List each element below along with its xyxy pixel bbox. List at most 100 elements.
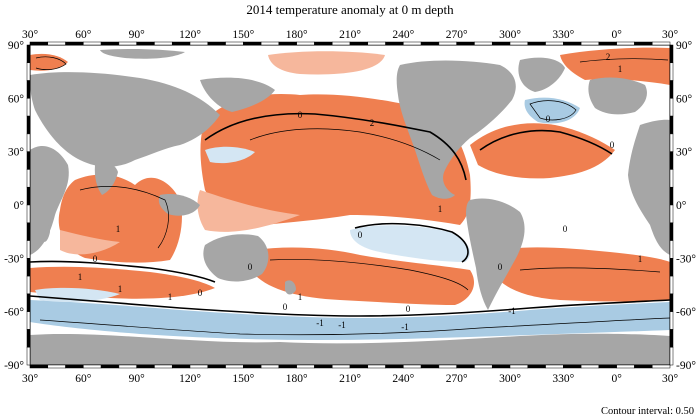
frame-bar-bottom (314, 364, 333, 369)
contour-minor (249, 128, 441, 161)
land-antarctica (30, 333, 670, 365)
frame-bar-right (669, 222, 674, 241)
lat-tick-label: -60° (4, 307, 24, 319)
land-europe (588, 77, 647, 115)
lon-tick-label: 0° (611, 29, 622, 41)
lon-tick-label: 240° (392, 29, 414, 41)
lon-tick-label: 180° (286, 29, 308, 41)
lat-tick-label: -30° (4, 253, 24, 265)
land-australia (203, 234, 269, 282)
frame-bar-bottom (65, 364, 84, 369)
contour-zero (30, 295, 670, 317)
contour-value-label: 2 (606, 52, 611, 62)
frame-bar-top (47, 41, 66, 46)
frame-bar-bottom (563, 364, 582, 369)
contour-value-label: 0 (610, 140, 615, 150)
contour-value-label: 0 (406, 304, 411, 314)
contour-zero (30, 260, 216, 283)
contour-value-label: 1 (168, 292, 173, 302)
lon-tick-label: 180° (286, 373, 308, 385)
frame-bar-bottom (616, 364, 635, 369)
lon-tick-label: 330° (552, 29, 574, 41)
frame-bar-bottom (509, 364, 529, 369)
frame-bar-bottom (47, 364, 66, 369)
frame-bar-top (296, 41, 315, 46)
cool-anomaly-tropical-pacific (205, 146, 255, 164)
lat-tick-label: -90° (676, 360, 696, 372)
land-eurasia (30, 72, 220, 167)
lat-tick-label: 0° (14, 200, 25, 212)
contour-value-label: 1 (638, 254, 643, 264)
contour-value-label: 0 (498, 262, 503, 272)
lon-tick-label: 30° (662, 29, 679, 41)
land-arctic-islands (100, 48, 185, 59)
contour-value-label: 1 (78, 272, 83, 282)
lon-tick-label: 120° (179, 29, 201, 41)
lon-tick-labels-top: 30° 60° 90° 120° 150° 180° 210° 240° 270° 300° 330… (22, 29, 679, 41)
frame-bar-left (26, 222, 31, 241)
frame-bar-left (26, 115, 31, 135)
frame-bar-top (545, 41, 564, 46)
frame-bar-bottom (598, 364, 617, 369)
lat-tick-label: 60° (676, 93, 693, 105)
frame-bar-top (456, 41, 475, 46)
contour-interval-note: Contour interval: 0.50 (601, 406, 694, 417)
frame-bar-top (580, 41, 600, 46)
frame-bar-bottom (367, 364, 386, 369)
frame-bar-right (669, 98, 674, 117)
contour-value-label: 0 (563, 224, 568, 234)
lon-tick-label: 30° (22, 29, 39, 41)
frame-bar-bottom (154, 364, 173, 369)
contour-minor (79, 186, 169, 249)
land-africa-east (628, 119, 670, 255)
lon-tick-label: 270° (446, 373, 468, 385)
frame-bar-top (474, 41, 493, 46)
frame-bar-bottom (580, 364, 600, 369)
contour-minor (519, 267, 661, 273)
lon-tick-label: 90° (129, 29, 146, 41)
frame-bar-top (527, 41, 546, 46)
frame-bar-right (669, 293, 674, 312)
frame-bar-top (651, 41, 671, 46)
frame-bar-left (26, 44, 31, 64)
lat-tick-labels-right: 90° 60° 30° 0° -30° -60° -90° (676, 40, 696, 372)
frame-bar-right (669, 169, 674, 188)
lat-tick-label: -60° (676, 307, 696, 319)
contour-value-label: 1 (116, 224, 121, 234)
lat-tick-label: 30° (8, 147, 25, 159)
frame-bar-bottom (29, 364, 49, 369)
frame-bar-bottom (171, 364, 191, 369)
frame-bar-bottom (438, 364, 457, 369)
land-india (94, 162, 118, 195)
frame-bar-bottom (651, 364, 671, 369)
contour-value-label: 0 (198, 288, 203, 298)
map-title: 2014 temperature anomaly at 0 m depth (246, 2, 454, 17)
frame-bar-bottom (420, 364, 440, 369)
contour-minor (35, 56, 67, 70)
frame-bar-top (634, 41, 653, 46)
frame-bar-top (616, 41, 635, 46)
warm-anomaly-arctic-west (30, 53, 68, 71)
frame-bar-top (100, 41, 120, 46)
land-masses (30, 48, 670, 365)
frame-bar-bottom (456, 364, 475, 369)
lat-tick-label: -30° (676, 253, 696, 265)
frame-bar-top (243, 41, 262, 46)
contour-minor (39, 317, 670, 336)
lat-tick-label: 90° (676, 40, 693, 52)
contour-value-label: -1 (338, 320, 346, 330)
lon-tick-label: 120° (179, 373, 201, 385)
frame-bar-left (26, 169, 31, 188)
frame-bar-bottom (491, 364, 511, 369)
frame-bar-top (331, 41, 351, 46)
frame-bar-top (349, 41, 369, 46)
contour-value-label: 0 (248, 262, 253, 272)
anomaly-fields (30, 47, 670, 340)
contour-value-label: 2 (370, 118, 375, 128)
frame-bar-bottom (243, 364, 262, 369)
frame-bar-top (207, 41, 226, 46)
contour-value-label: -1 (401, 322, 409, 332)
frame-bar-left (26, 293, 31, 312)
